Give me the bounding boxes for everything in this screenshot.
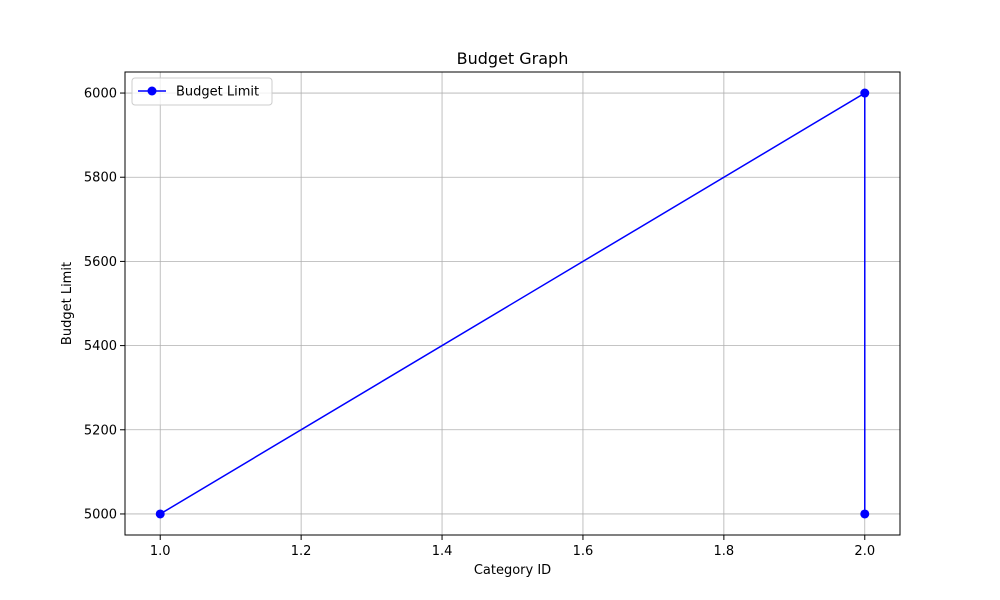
data-point [860,509,870,519]
x-tick-label: 1.2 [291,544,312,559]
plot-frame [124,71,901,536]
data-point [155,509,165,519]
legend-marker-swatch [147,86,157,96]
y-tick-label: 5400 [84,339,117,354]
y-tick-label: 5000 [84,507,117,522]
y-tick-label: 6000 [84,87,117,102]
grid [125,72,900,535]
x-tick-label: 2.0 [854,544,875,559]
y-tick-label: 5200 [84,423,117,438]
x-tick-label: 1.4 [432,544,453,559]
y-axis-label: Budget Limit [60,262,75,345]
ticks: 1.0 1.2 1.4 1.6 1.8 2.0 5000 5200 5400 5600 5800 60… [84,87,875,559]
chart-title: Budget Graph [457,49,569,68]
series-layer [155,88,870,519]
legend: Budget Limit [131,77,273,106]
y-tick-label: 5600 [84,255,117,270]
x-tick-label: 1.6 [573,544,594,559]
x-tick-label: 1.0 [150,544,171,559]
x-axis-label: Category ID [474,563,551,578]
data-point [860,88,870,98]
y-tick-label: 5800 [84,171,117,186]
legend-entry-budget-limit: Budget Limit [176,85,259,100]
legend-box [131,77,273,106]
x-tick-label: 1.8 [714,544,735,559]
